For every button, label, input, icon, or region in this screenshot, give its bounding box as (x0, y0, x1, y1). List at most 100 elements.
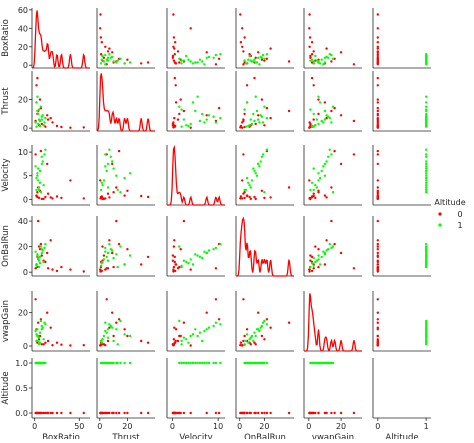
scatter-point-OnBalRun-vs-Velocity (203, 250, 206, 253)
scatter-point-OnBalRun-vs-Altitude (376, 248, 379, 251)
scatter-point-Altitude-vs-Thrust (105, 411, 108, 415)
scatter-point-Velocity-vs-OnBalRun (261, 153, 265, 156)
scatter-point-Velocity-vs-Thrust (116, 188, 119, 192)
scatter-point-Velocity-vs-OnBalRun (260, 189, 264, 192)
scatter-point-vwapGain-vs-OnBalRun (258, 329, 261, 333)
scatter-point-BoxRatio-vs-Thrust (106, 56, 110, 59)
scatter-point-OnBalRun-vs-vwapGain (330, 219, 333, 223)
scatter-point-OnBalRun-vs-Velocity (189, 268, 192, 271)
scatter-point-OnBalRun-vs-Thrust (104, 250, 107, 253)
scatter-point-vwapGain-vs-Velocity (205, 311, 208, 314)
scatter-point-Altitude-vs-Thrust (119, 361, 122, 365)
x-tick-label: 50 (74, 422, 84, 431)
scatter-point-BoxRatio-vs-Thrust (140, 62, 143, 65)
scatter-point-vwapGain-vs-Thrust (105, 331, 108, 334)
scatter-point-Altitude-vs-BoxRatio (69, 411, 72, 415)
scatter-point-Thrust-vs-Altitude (425, 121, 428, 124)
scatter-point-Thrust-vs-BoxRatio (69, 126, 72, 129)
scatter-point-Thrust-vs-vwapGain (315, 118, 319, 121)
scatter-point-BoxRatio-vs-vwapGain (308, 27, 311, 30)
scatter-point-Thrust-vs-vwapGain (339, 114, 343, 117)
scatter-point-Altitude-vs-Velocity (189, 361, 192, 365)
scatter-point-Thrust-vs-Velocity (180, 125, 183, 128)
scatter-point-Altitude-vs-Thrust (146, 411, 150, 415)
scatter-point-Altitude-vs-Velocity (187, 361, 190, 365)
scatter-point-Thrust-vs-BoxRatio (40, 118, 43, 121)
scatter-point-Velocity-vs-BoxRatio (82, 197, 86, 200)
scatter-point-Altitude-vs-Thrust (128, 361, 132, 365)
scatter-point-OnBalRun-vs-BoxRatio (39, 245, 43, 248)
scatter-point-Thrust-vs-Velocity (180, 108, 183, 111)
scatter-point-OnBalRun-vs-vwapGain (333, 242, 336, 246)
scatter-point-BoxRatio-vs-vwapGain (308, 36, 312, 39)
scatter-point-BoxRatio-vs-Velocity (189, 27, 192, 30)
scatter-point-vwapGain-vs-BoxRatio (37, 336, 41, 339)
scatter-point-vwapGain-vs-Velocity (205, 328, 208, 331)
scatter-point-Thrust-vs-OnBalRun (257, 114, 260, 117)
scatter-point-OnBalRun-vs-Velocity (196, 254, 199, 257)
scatter-point-OnBalRun-vs-Thrust (119, 245, 122, 248)
scatter-point-OnBalRun-vs-Thrust (117, 242, 121, 246)
scatter-point-Velocity-vs-Thrust (128, 172, 132, 175)
scatter-point-vwapGain-vs-Altitude (376, 341, 379, 344)
scatter-point-Thrust-vs-OnBalRun (243, 108, 246, 111)
scatter-point-Thrust-vs-OnBalRun (263, 124, 266, 127)
scatter-point-Thrust-vs-vwapGain (317, 112, 320, 116)
scatter-point-Velocity-vs-BoxRatio (38, 181, 42, 184)
scatter-point-vwapGain-vs-BoxRatio (82, 344, 86, 347)
scatter-point-vwapGain-vs-BoxRatio (37, 339, 40, 343)
scatter-point-Thrust-vs-vwapGain (309, 108, 312, 111)
scatter-point-BoxRatio-vs-OnBalRun (239, 41, 243, 44)
scatter-point-Altitude-vs-Velocity (212, 361, 215, 365)
scatter-point-vwapGain-vs-Thrust (111, 326, 114, 329)
scatter-point-BoxRatio-vs-Thrust (101, 54, 104, 58)
scatter-point-Altitude-vs-BoxRatio (36, 411, 39, 415)
scatter-point-OnBalRun-vs-vwapGain (317, 248, 320, 251)
scatter-point-Thrust-vs-OnBalRun (269, 116, 272, 120)
scatter-point-vwapGain-vs-OnBalRun (245, 333, 249, 336)
scatter-point-Thrust-vs-OnBalRun (239, 126, 242, 129)
scatter-point-Velocity-vs-vwapGain (314, 184, 317, 187)
scatter-point-vwapGain-vs-Thrust (117, 318, 121, 321)
scatter-point-Thrust-vs-Altitude (425, 112, 428, 116)
scatter-point-vwapGain-vs-Velocity (187, 341, 190, 344)
scatter-point-vwapGain-vs-Velocity (217, 318, 221, 321)
scatter-point-BoxRatio-vs-vwapGain (314, 54, 317, 58)
scatter-point-Thrust-vs-OnBalRun (259, 114, 262, 117)
y-axis-label-Thrust: Thrust (1, 87, 11, 116)
scatter-point-Altitude-vs-Velocity (180, 361, 183, 365)
scatter-point-OnBalRun-vs-vwapGain (318, 263, 322, 266)
scatter-point-Altitude-vs-Thrust (112, 361, 115, 365)
scatter-point-Velocity-vs-BoxRatio (40, 197, 43, 201)
scatter-point-vwapGain-vs-BoxRatio (39, 319, 43, 323)
scatter-point-BoxRatio-vs-Velocity (198, 58, 202, 61)
scatter-point-Altitude-vs-BoxRatio (37, 361, 41, 365)
scatter-point-OnBalRun-vs-Thrust (99, 268, 102, 271)
scatter-point-Altitude-vs-vwapGain (323, 361, 327, 365)
scatter-point-OnBalRun-vs-Velocity (172, 265, 176, 269)
y-tick-label: 40 (18, 24, 28, 33)
scatter-point-BoxRatio-vs-OnBalRun (242, 50, 245, 53)
scatter-point-OnBalRun-vs-vwapGain (322, 250, 325, 253)
scatter-point-Altitude-vs-OnBalRun (263, 411, 266, 415)
x-tick-label: 0 (170, 422, 175, 431)
scatter-point-Velocity-vs-vwapGain (327, 155, 330, 158)
scatter-point-vwapGain-vs-BoxRatio (34, 298, 37, 301)
scatter-point-Velocity-vs-BoxRatio (34, 165, 37, 168)
kde-line-Velocity (167, 144, 225, 206)
y-tick-label: 1.0 (15, 359, 28, 368)
scatter-point-Altitude-vs-Velocity (207, 361, 211, 365)
scatter-point-vwapGain-vs-BoxRatio (46, 311, 49, 314)
scatter-point-OnBalRun-vs-Thrust (140, 263, 143, 266)
scatter-point-Velocity-vs-OnBalRun (258, 165, 261, 168)
y-tick-label: 0.5 (15, 384, 28, 393)
scatter-point-Thrust-vs-vwapGain (327, 115, 330, 118)
scatter-point-vwapGain-vs-Velocity (173, 326, 176, 329)
scatter-point-Thrust-vs-BoxRatio (46, 118, 50, 121)
scatter-point-OnBalRun-vs-Thrust (115, 219, 118, 223)
scatter-point-vwapGain-vs-Velocity (174, 328, 178, 331)
kde-line-vwapGain (304, 293, 362, 352)
scatter-point-Velocity-vs-OnBalRun (241, 197, 244, 200)
scatter-point-Thrust-vs-Velocity (207, 114, 211, 117)
